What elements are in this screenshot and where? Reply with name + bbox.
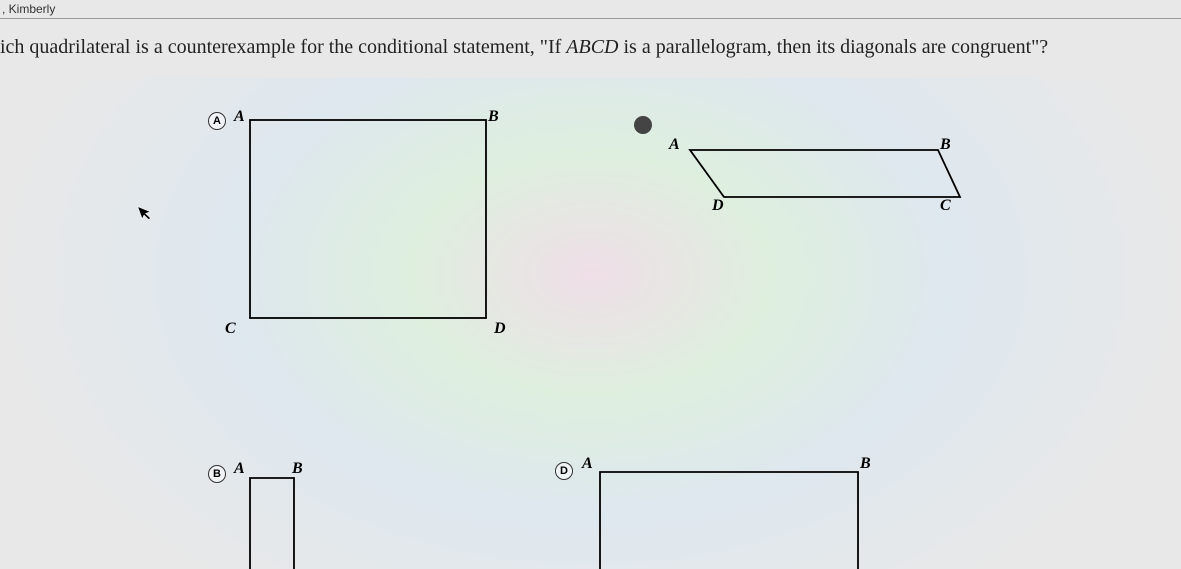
shape-d-partial-rect bbox=[0, 0, 1181, 569]
